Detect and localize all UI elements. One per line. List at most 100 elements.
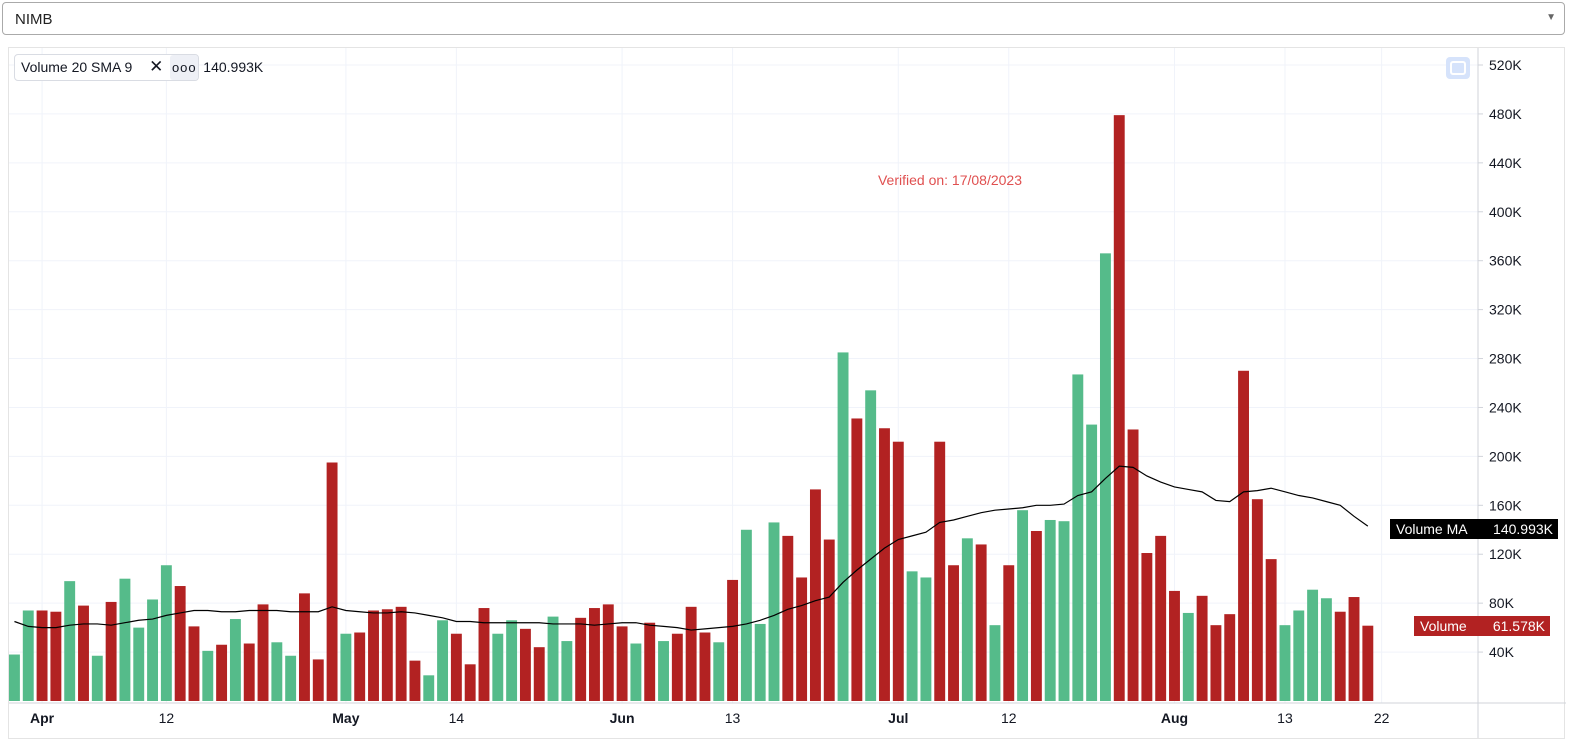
volume-bar[interactable] [354,632,366,701]
symbol-select[interactable]: NIMB ▼ [2,2,1565,35]
volume-bar[interactable] [492,633,504,701]
volume-bar[interactable] [1251,499,1263,701]
volume-bar[interactable] [1086,424,1098,701]
volume-bar[interactable] [644,622,656,701]
volume-bar[interactable] [1320,598,1332,701]
volume-bar[interactable] [229,619,241,701]
volume-bar[interactable] [147,599,158,701]
volume-bar[interactable] [740,529,752,701]
volume-bar[interactable] [271,642,283,701]
screenshot-icon[interactable] [1446,57,1470,79]
volume-bar[interactable] [948,565,959,701]
volume-bar[interactable] [906,571,918,701]
volume-bar[interactable] [1348,597,1360,701]
volume-bar[interactable] [1196,595,1208,701]
volume-bar[interactable] [1113,115,1125,701]
volume-bar[interactable] [78,605,89,701]
volume-bar[interactable] [1265,559,1277,701]
volume-bar[interactable] [865,390,877,701]
volume-bar[interactable] [174,586,186,701]
volume-bar[interactable] [285,655,297,701]
chevron-down-icon[interactable]: ▼ [1546,12,1556,23]
volume-bar[interactable] [326,462,338,702]
volume-bar[interactable] [188,626,200,701]
volume-bar[interactable] [685,606,697,701]
volume-bar[interactable] [892,441,904,701]
volume-bar[interactable] [36,610,48,701]
volume-bar[interactable] [9,654,20,701]
volume-bar[interactable] [575,617,587,701]
volume-bar[interactable] [299,593,310,701]
volume-bar[interactable] [561,641,573,701]
volume-bar[interactable] [1224,614,1236,701]
volume-bar[interactable] [202,650,214,701]
volume-bar[interactable] [547,616,559,701]
volume-bar[interactable] [851,418,863,701]
volume-bar[interactable] [450,633,462,701]
volume-bar[interactable] [533,647,545,701]
volume-bar[interactable] [1307,589,1319,701]
volume-bar[interactable] [464,664,476,701]
volume-bar[interactable] [809,489,821,701]
volume-bar[interactable] [837,352,849,701]
volume-bar[interactable] [671,633,683,701]
volume-bar[interactable] [1044,519,1056,701]
volume-bar[interactable] [64,581,76,701]
volume-bar[interactable] [381,609,393,701]
volume-bar[interactable] [340,633,352,701]
volume-bar[interactable] [768,522,780,701]
volume-bar[interactable] [1058,521,1070,701]
volume-bar[interactable] [879,428,890,701]
volume-bar[interactable] [796,577,808,701]
more-dots-icon[interactable]: ooo [170,54,199,80]
volume-bar[interactable] [216,644,228,701]
volume-bar[interactable] [437,620,449,701]
volume-bar[interactable] [1293,610,1305,701]
volume-bar[interactable] [160,565,172,701]
volume-bar[interactable] [50,611,62,701]
volume-bar[interactable] [409,660,421,701]
volume-bar[interactable] [823,539,835,701]
volume-bar[interactable] [133,627,145,701]
volume-bar[interactable] [312,659,324,701]
volume-bar[interactable] [1127,429,1139,701]
volume-bar[interactable] [243,643,255,701]
volume-bar[interactable] [395,606,407,701]
volume-bar[interactable] [105,601,117,701]
volume-bar[interactable] [1099,253,1111,701]
volume-bar[interactable] [1030,530,1042,701]
volume-bar[interactable] [934,441,946,701]
volume-bar[interactable] [1182,612,1194,701]
volume-bar[interactable] [478,608,490,701]
volume-bar[interactable] [975,544,987,701]
volume-bar[interactable] [257,604,269,701]
volume-bar[interactable] [1155,535,1167,701]
volume-bar[interactable] [1362,625,1374,701]
volume-bar[interactable] [658,641,669,701]
volume-bar[interactable] [1169,590,1180,701]
volume-bar[interactable] [119,578,131,701]
volume-bar[interactable] [961,538,973,701]
volume-bar[interactable] [989,625,1001,701]
volume-bar[interactable] [1334,611,1346,701]
volume-bar[interactable] [713,642,725,701]
volume-bar[interactable] [589,608,600,701]
volume-bar[interactable] [782,535,794,701]
volume-bar[interactable] [423,675,435,701]
volume-bar[interactable] [1141,553,1153,701]
volume-bar[interactable] [699,632,711,701]
volume-bar[interactable] [630,643,642,701]
volume-bar[interactable] [1072,374,1084,701]
volume-bar[interactable] [519,628,531,701]
volume-bar[interactable] [602,604,614,701]
volume-bar[interactable] [1210,625,1222,701]
close-icon[interactable]: ✕ [149,57,164,76]
volume-bar[interactable] [1279,625,1291,701]
volume-bar[interactable] [727,579,739,701]
volume-bar[interactable] [1017,510,1029,701]
volume-bar[interactable] [368,610,379,701]
volume-bar[interactable] [91,655,103,701]
volume-bar[interactable] [22,610,34,701]
volume-bar[interactable] [1238,370,1249,701]
